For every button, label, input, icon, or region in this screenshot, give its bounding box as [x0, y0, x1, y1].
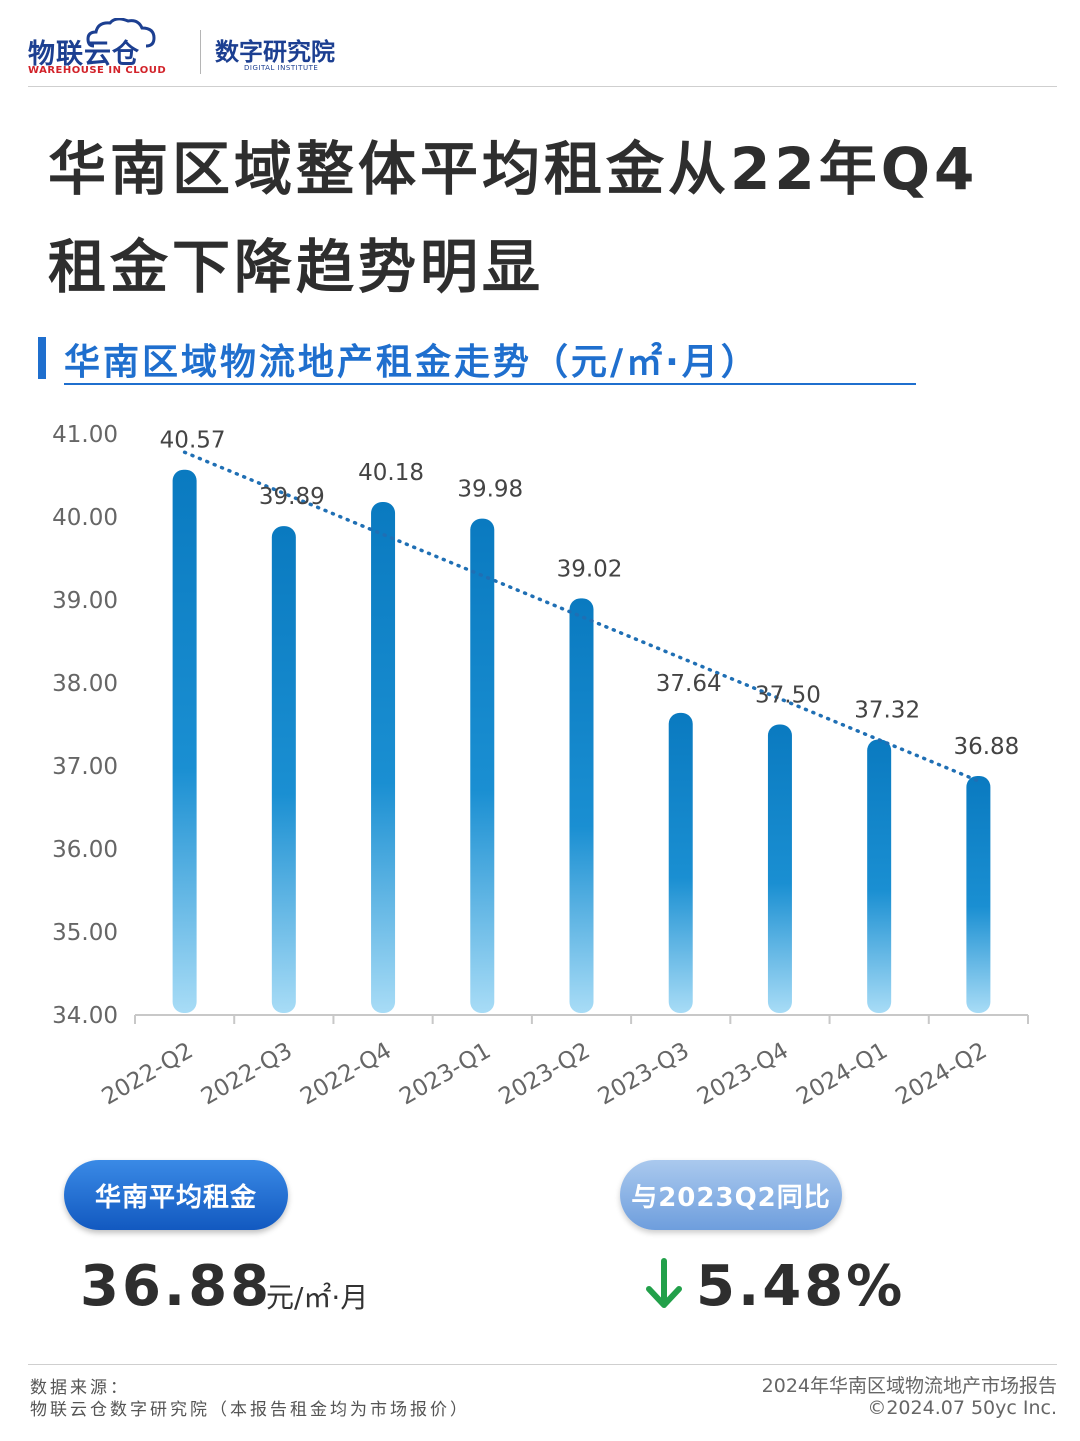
- y-tick-label: 34.00: [52, 1003, 118, 1029]
- footer-divider: [28, 1364, 1057, 1365]
- bar: [271, 526, 296, 1013]
- avg-rent-unit: 元/㎡·月: [266, 1281, 369, 1314]
- y-axis: 34.00 35.00 36.00 37.00 38.00 39.00 40.00 41.00: [52, 422, 118, 1029]
- bar: [966, 775, 991, 1013]
- subtitle-underline: [64, 383, 916, 385]
- institute-tagline: DIGITAL INSTITUTE: [244, 64, 319, 72]
- down-arrow-icon: [646, 1258, 682, 1308]
- avg-rent-value: 36.88: [80, 1254, 273, 1319]
- x-tick-label: 2023-Q2: [495, 1038, 595, 1111]
- page-title: 华南区域整体平均租金从22年Q4 租金下降趋势明显: [48, 120, 1048, 316]
- rent-bar-chart: 34.00 35.00 36.00 37.00 38.00 39.00 40.00 41.00…: [52, 422, 1029, 1111]
- header: 物联云仓 WAREHOUSE IN CLOUD 数字研究院 DIGITAL IN…: [28, 18, 1057, 87]
- x-tick-label: 2022-Q3: [197, 1038, 297, 1111]
- bar: [569, 598, 594, 1013]
- x-axis: 2022-Q2 2022-Q3 2022-Q4 2023-Q1 2023-Q2 2023-…: [98, 1014, 1029, 1111]
- y-tick-label: 40.00: [52, 505, 118, 531]
- avg-rent-badge: 华南平均租金: [64, 1160, 288, 1230]
- value-labels: 40.57 39.89 40.18 39.98 39.02 37.64 37.50 37.32…: [160, 428, 1020, 760]
- bars: [172, 469, 991, 1013]
- y-tick-label: 39.00: [52, 588, 118, 614]
- x-tick-label: 2024-Q1: [792, 1038, 892, 1111]
- chart-subtitle: 华南区域物流地产租金走势（元/㎡·月）: [64, 342, 760, 383]
- cloud-icon: [86, 18, 156, 48]
- logo-name: 物联云仓: [28, 39, 140, 70]
- yoy-badge: 与2023Q2同比: [620, 1160, 842, 1230]
- trend-line: [182, 450, 981, 783]
- title-line-2: 租金下降趋势明显: [48, 233, 545, 301]
- logo-tagline: WAREHOUSE IN CLOUD: [28, 65, 167, 76]
- bar: [371, 502, 396, 1013]
- subtitle-accent-bar: [38, 337, 46, 379]
- bar: [767, 724, 792, 1013]
- value-label: 40.18: [358, 460, 424, 486]
- x-tick-label: 2022-Q2: [98, 1038, 198, 1111]
- bar: [470, 518, 495, 1013]
- yoy-value: 5.48%: [696, 1254, 906, 1319]
- y-tick-label: 37.00: [52, 754, 118, 780]
- value-label: 37.32: [854, 697, 920, 723]
- x-tick-label: 2022-Q4: [296, 1038, 396, 1111]
- source-text: 物联云仓数字研究院（本报告租金均为市场报价）: [30, 1400, 470, 1420]
- value-label: 37.50: [755, 683, 821, 709]
- bar: [668, 712, 693, 1013]
- value-label: 39.89: [259, 484, 325, 510]
- copyright: ©2024.07 50yc Inc.: [867, 1397, 1057, 1419]
- value-label: 39.02: [557, 556, 623, 582]
- source-label: 数据来源：: [30, 1378, 130, 1398]
- y-tick-label: 36.00: [52, 837, 118, 863]
- y-tick-label: 41.00: [52, 422, 118, 448]
- value-label: 39.98: [457, 477, 523, 503]
- logo-divider: [200, 30, 201, 74]
- title-line-1: 华南区域整体平均租金从22年Q4: [48, 135, 979, 203]
- x-tick-label: 2024-Q2: [891, 1038, 991, 1111]
- value-label: 40.57: [160, 428, 226, 454]
- institute-name: 数字研究院: [215, 38, 335, 66]
- bar: [172, 469, 197, 1013]
- report-name: 2024年华南区域物流地产市场报告: [761, 1375, 1057, 1397]
- x-tick-label: 2023-Q1: [395, 1038, 495, 1111]
- value-label: 36.88: [953, 734, 1019, 760]
- bar: [867, 739, 892, 1013]
- y-tick-label: 35.00: [52, 920, 118, 946]
- x-tick-label: 2023-Q3: [594, 1038, 694, 1111]
- x-tick-label: 2023-Q4: [693, 1038, 793, 1111]
- value-label: 37.64: [656, 671, 722, 697]
- trendline: [182, 450, 981, 783]
- y-tick-label: 38.00: [52, 671, 118, 697]
